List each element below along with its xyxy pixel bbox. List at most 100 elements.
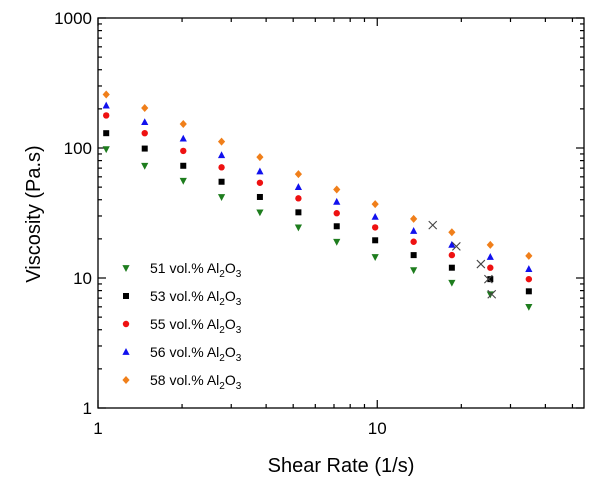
data-point: [256, 153, 264, 162]
legend-item-2: 53 vol.% Al2O3: [123, 288, 242, 308]
legend-label: 55 vol.% Al2O3: [150, 316, 242, 336]
data-point: [372, 237, 379, 244]
plot-border: [97, 17, 585, 409]
legend-item-5: 58 vol.% Al2O3: [122, 372, 242, 392]
data-point: [294, 224, 303, 232]
data-point: [333, 210, 340, 217]
data-point: [371, 254, 379, 261]
data-point: [256, 167, 264, 175]
data-points: [102, 90, 533, 311]
data-point: [179, 177, 187, 185]
x-tick-label: 1: [93, 419, 102, 438]
data-point: [483, 274, 493, 284]
x-axis-title: Shear Rate (1/s): [268, 455, 415, 477]
data-point: [525, 275, 533, 283]
data-point: [103, 130, 110, 137]
data-point: [448, 240, 456, 248]
legend-label: 56 vol.% Al2O3: [150, 344, 242, 364]
data-point: [525, 288, 532, 295]
legend-marker: [122, 320, 130, 328]
data-point: [256, 193, 263, 200]
data-point: [487, 276, 494, 283]
legend-label: 53 vol.% Al2O3: [150, 288, 242, 308]
data-point: [371, 224, 379, 231]
legend: 51 vol.% Al2O3 53 vol.% Al2O3 55 vol.% Al2…: [122, 260, 242, 392]
data-point: [102, 101, 110, 109]
series-2: [103, 130, 532, 295]
data-point: [217, 194, 226, 201]
data-point: [333, 238, 341, 246]
y-tick-label: 1000: [54, 9, 92, 28]
data-point: [410, 227, 418, 234]
y-tick-label: 1: [83, 399, 92, 418]
data-point: [486, 291, 494, 299]
data-point: [476, 259, 486, 269]
data-point: [410, 267, 418, 275]
data-point: [428, 220, 438, 230]
data-point: [102, 90, 110, 99]
legend-item-4: 56 vol.% Al2O3: [122, 344, 242, 364]
data-point: [218, 164, 225, 171]
data-point: [218, 178, 225, 185]
data-point: [141, 118, 149, 126]
data-point: [294, 170, 303, 179]
data-point: [410, 252, 417, 259]
data-point: [448, 279, 456, 287]
legend-marker: [122, 376, 130, 384]
y-tick-label: 10: [73, 269, 92, 288]
y-axis-title: Viscosity (Pa.s): [23, 145, 45, 282]
tick-labels: 1 10 1 10 100 1000: [54, 9, 387, 438]
data-point: [448, 264, 455, 271]
data-point: [486, 253, 494, 260]
data-point: [371, 200, 379, 209]
data-point: [103, 112, 110, 119]
axis-ticks: [97, 17, 584, 409]
legend-marker: [122, 265, 130, 272]
legend-label: 51 vol.% Al2O3: [150, 260, 242, 280]
data-point: [448, 251, 456, 259]
x-marker-stroke: [487, 289, 497, 299]
data-point: [256, 209, 264, 217]
data-point: [486, 240, 494, 249]
x-marker-stroke: [476, 259, 486, 269]
data-point: [333, 223, 340, 230]
data-point: [256, 179, 264, 186]
data-point: [141, 104, 149, 113]
legend-marker: [122, 348, 130, 355]
data-point: [141, 145, 148, 152]
x-marker-stroke: [428, 220, 438, 230]
data-point: [294, 183, 303, 191]
data-point: [410, 214, 418, 223]
data-point: [217, 137, 226, 146]
series-4: [102, 101, 533, 273]
series-3: [103, 112, 533, 283]
data-point: [333, 197, 341, 205]
legend-marker: [123, 293, 129, 299]
data-point: [179, 134, 187, 142]
data-point: [451, 242, 461, 251]
data-point: [141, 162, 149, 170]
data-point: [487, 289, 497, 299]
legend-label: 58 vol.% Al2O3: [150, 372, 242, 392]
data-point: [179, 119, 187, 128]
x-tick-label: 10: [368, 419, 387, 438]
x-marker-stroke: [451, 242, 461, 251]
data-point: [525, 303, 533, 311]
data-point: [180, 162, 187, 169]
data-point: [217, 151, 226, 159]
data-point: [295, 195, 302, 202]
series-6: [428, 220, 497, 299]
data-point: [410, 238, 417, 245]
data-point: [141, 129, 148, 137]
data-point: [295, 209, 302, 216]
data-point: [487, 264, 494, 271]
series-5: [102, 90, 533, 260]
data-point: [448, 228, 456, 237]
x-marker-stroke: [483, 274, 493, 284]
data-point: [525, 251, 533, 260]
data-point: [371, 212, 379, 220]
plot-frame: [97, 17, 585, 409]
data-point: [180, 147, 187, 155]
legend-item-3: 55 vol.% Al2O3: [122, 316, 242, 336]
